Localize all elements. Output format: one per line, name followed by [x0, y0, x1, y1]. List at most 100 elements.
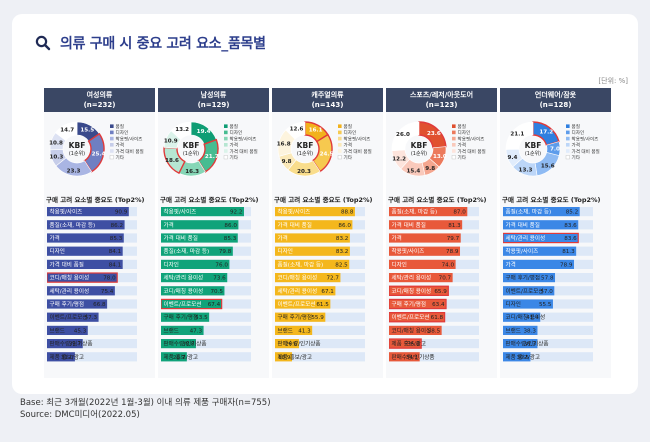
legend-label: 품질 — [230, 123, 238, 130]
bar-category-label: 구매 후기/평점 — [278, 313, 313, 321]
bar-category-label: 구매 후기/평점 — [164, 313, 199, 321]
legend-label: 기타 — [344, 154, 353, 161]
legend-label: 디자인 — [230, 129, 243, 136]
legend-label: 가격 대비 품질 — [230, 148, 258, 155]
slice-label: 9.4 — [508, 155, 518, 161]
bar-category-label: 판매수량/인기상품 — [164, 340, 207, 348]
bar — [161, 325, 204, 335]
legend-label: 착용핏/사이즈 — [230, 135, 257, 142]
chart-panel: 스포츠/레저/아웃도어 (n=123) 23.6 13.0 9.8 15.4 12.2 26.… — [386, 88, 497, 378]
bar-value-label: 75.4 — [101, 289, 114, 295]
bar — [47, 325, 88, 335]
legend-label: 품질 — [344, 123, 352, 130]
bar-category-label: 세탁/관리 용이성 — [164, 274, 204, 282]
legend-swatch — [110, 149, 114, 153]
bar-track — [275, 352, 365, 362]
bar-track — [47, 325, 137, 335]
slice-label: 13.0 — [433, 154, 447, 160]
bar-value-label: 31.0 — [61, 355, 74, 361]
bar-value-label: 67.1 — [321, 289, 334, 295]
slice-label: 13.2 — [175, 127, 189, 133]
legend-swatch — [337, 155, 342, 160]
bar-value-label: 61.8 — [431, 315, 444, 321]
bar — [389, 246, 461, 256]
slice-label: 24.5 — [320, 152, 334, 158]
legend-swatch — [110, 130, 114, 135]
legend-swatch — [338, 136, 342, 141]
slice-label: 10.3 — [49, 155, 63, 161]
bar-category-label: 가격 — [164, 221, 174, 229]
legend-label: 디자인 — [572, 129, 585, 136]
category-name: 남성의류 — [200, 91, 227, 99]
legend-label: 가격 — [458, 142, 466, 149]
bar-track — [161, 352, 251, 362]
bar — [389, 220, 463, 230]
bar — [389, 233, 461, 243]
legend-label: 가격 대비 품질 — [344, 148, 372, 155]
bar-value-label: 30.5 — [516, 355, 529, 361]
sample-size: (n=123) — [425, 101, 458, 109]
bar — [47, 207, 129, 217]
bar-value-label: 85.2 — [566, 210, 578, 216]
legend-swatch — [338, 143, 342, 147]
slice-label: 15.4 — [406, 168, 420, 174]
bar-category-label: 착용핏/사이즈 — [506, 247, 539, 255]
bar — [161, 286, 225, 296]
slice-label: 19.4 — [197, 129, 211, 135]
bar — [275, 246, 350, 256]
legend-label: 착용핏/사이즈 — [572, 135, 599, 142]
panel-header: 여성의류 (n=232) — [44, 88, 155, 112]
footer-source: Source: DMC미디어(2022.05) — [20, 410, 140, 420]
bar-value-label: 58.5 — [428, 328, 441, 334]
bar — [275, 299, 331, 309]
slice-label: 12.6 — [290, 127, 304, 133]
legend-swatch — [338, 149, 342, 153]
category-name: 여성의류 — [86, 91, 113, 99]
bar — [161, 298, 223, 310]
bar — [389, 325, 442, 335]
kbf-title: KBF — [525, 141, 542, 150]
category-name: 스포츠/레저/아웃도어 — [409, 91, 474, 99]
panel-header: 남성의류 (n=129) — [158, 88, 269, 112]
bar — [161, 246, 233, 256]
kbf-title: KBF — [69, 141, 86, 150]
bar-value-label: 55.5 — [539, 302, 552, 308]
legend-swatch — [566, 124, 570, 128]
legend-label: 가격 대비 품질 — [458, 148, 486, 155]
bar-value-label: 72.7 — [326, 276, 339, 282]
bar-track — [47, 352, 137, 362]
chart-panel: 남성의류 (n=129) 19.4 21.7 16.3 18.6 10.9 13.2 KBF (1… — [158, 88, 269, 378]
bar-category-label: 코디/매칭 용이성 — [506, 313, 546, 321]
bar-track — [389, 339, 479, 349]
legend-label: 기타 — [116, 154, 125, 161]
top2-bar-chart: 착용핏/사이즈 88.8 가격 대비 품질 86.0 가격 83.2 디자인 83.2 품질(소… — [275, 207, 365, 362]
bar-category-label: 품질(소재, 마감 등) — [392, 208, 438, 216]
slice-label: 12.2 — [392, 156, 406, 162]
kbf-subtitle: (1순위) — [69, 150, 85, 157]
top2-bar-chart: 품질(소재, 마감 등) 87.0 가격 대비 품질 81.3 가격 79.7 착용핏/사이… — [389, 207, 479, 362]
legend-label: 디자인 — [458, 129, 471, 136]
bar-value-label: 70.5 — [210, 289, 223, 295]
bar — [47, 339, 83, 349]
legend-swatch — [110, 143, 114, 147]
bar — [389, 273, 453, 283]
bar-value-label: 88.8 — [341, 210, 354, 216]
bar-chart-subtitle: 구매 고려 요소별 중요도 (Top2%) — [502, 196, 601, 204]
sample-size: (n=232) — [83, 101, 116, 109]
kbf-donut-chart: 16.1 24.5 20.3 9.8 16.8 12.6 KBF(1순위) 품질디자인착용핏/… — [277, 121, 372, 177]
unit-label: [단위: %] — [598, 77, 628, 85]
legend-label: 기타 — [230, 154, 239, 161]
bar-category-label: 품질(소재, 마감 등) — [506, 208, 552, 216]
legend-label: 디자인 — [344, 129, 357, 136]
bar-category-label: 품질(소재, 마감 등) — [278, 260, 324, 268]
slice-label: 16.1 — [309, 128, 323, 134]
bar-category-label: 세탁/관리 용이성 — [278, 287, 318, 295]
bar-value-label: 18.9 — [278, 355, 291, 361]
bar-category-label: 가격 대비 품질 — [164, 234, 198, 242]
slice-label: 17.2 — [539, 129, 553, 135]
bar — [503, 259, 575, 269]
top2-bar-chart: 착용핏/사이즈 90.9 품질(소재, 마감 등) 86.2 가격 85.3 디자인 84.1… — [47, 207, 137, 362]
bar-category-label: 코디/매칭 용이성 — [392, 326, 432, 334]
top2-bar-chart: 품질(소재, 마감 등) 85.2 가격 대비 품질 83.6 세탁/관리 용이성 83.… — [503, 207, 593, 362]
slice-label: 15.6 — [541, 163, 555, 169]
